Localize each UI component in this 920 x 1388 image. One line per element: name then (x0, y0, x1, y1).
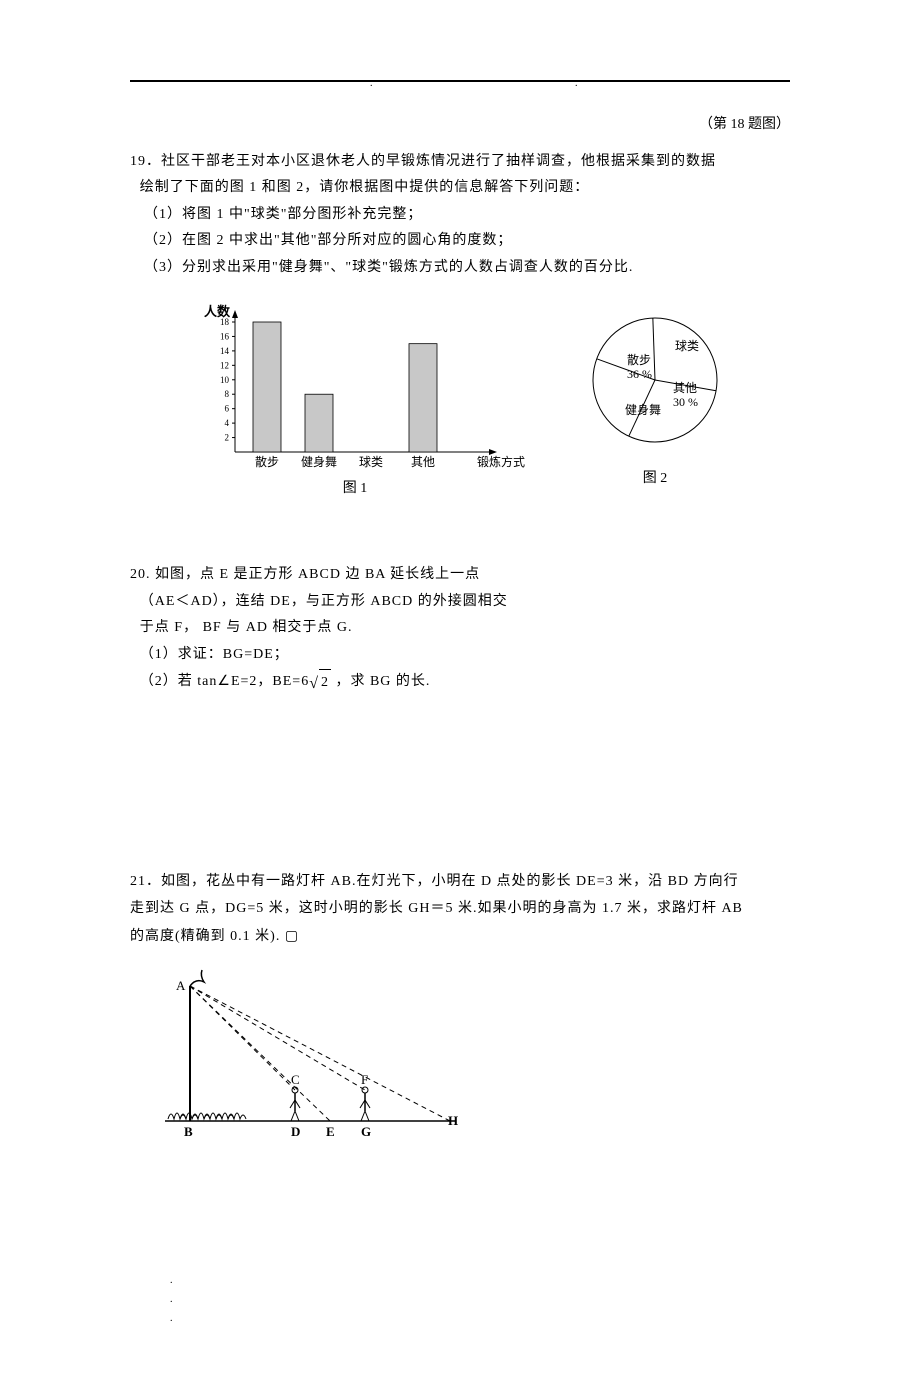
svg-text:F: F (361, 1072, 368, 1087)
footer-dots: . . . (130, 1271, 790, 1328)
q20-sub2: （2）若 tan∠E=2，BE=6√2 ，求 BG 的长. (130, 669, 790, 699)
svg-text:4: 4 (225, 418, 230, 428)
svg-text:C: C (291, 1072, 300, 1087)
q21-line2: 走到达 G 点，DG=5 米，这时小明的影长 GH＝5 米.如果小明的身高为 1… (130, 896, 790, 923)
pie-chart-block: 散步36 % 球类其他30 % 健身舞 图 2 (575, 302, 735, 503)
svg-text:18: 18 (220, 317, 230, 327)
svg-text:8: 8 (225, 389, 230, 399)
sqrt-expression: 6√2 (301, 669, 331, 699)
svg-text:36 %: 36 % (627, 367, 652, 381)
svg-text:锻炼方式: 锻炼方式 (477, 454, 525, 469)
svg-text:健身舞: 健身舞 (625, 402, 661, 417)
bar-chart-block: 人数24681012141618散步健身舞球类其他锻炼方式 图 1 (185, 302, 525, 503)
svg-text:16: 16 (220, 331, 230, 341)
svg-text:10: 10 (220, 374, 230, 384)
q19-stem: 19．社区干部老王对本小区退休老人的早锻炼情况进行了抽样调查，他根据采集到的数据… (130, 149, 790, 282)
svg-text:12: 12 (220, 360, 229, 370)
svg-text:14: 14 (220, 345, 230, 355)
q19-sub2: （2）在图 2 中求出"其他"部分所对应的圆心角的度数； (130, 228, 790, 255)
q20-sub2-prefix: （2）若 tan∠E=2，BE= (140, 674, 301, 689)
svg-text:30 %: 30 % (673, 395, 698, 409)
lamp-svg: A B C D E F G H (150, 961, 470, 1141)
svg-text:A: A (176, 978, 186, 993)
svg-text:球类: 球类 (359, 455, 383, 469)
q21-block: 21．如图，花丛中有一路灯杆 AB.在灯光下，小明在 D 点处的影长 DE=3 … (130, 869, 790, 951)
pie-chart: 散步36 % 球类其他30 % 健身舞 (575, 302, 735, 462)
page-header-rule: . . (130, 80, 790, 82)
svg-text:H: H (448, 1113, 458, 1128)
q19-stem-line1: 社区干部老王对本小区退休老人的早锻炼情况进行了抽样调查，他根据采集到的数据 (161, 154, 716, 169)
svg-text:散步: 散步 (255, 454, 279, 469)
header-dots: . . (370, 74, 678, 93)
svg-text:其他: 其他 (411, 455, 435, 469)
svg-text:D: D (291, 1124, 300, 1139)
q21-line1: 21．如图，花丛中有一路灯杆 AB.在灯光下，小明在 D 点处的影长 DE=3 … (130, 869, 790, 896)
bar-chart: 人数24681012141618散步健身舞球类其他锻炼方式 (185, 302, 525, 472)
radical-sign: √ (309, 669, 319, 699)
svg-text:健身舞: 健身舞 (301, 454, 337, 469)
q19-stem-line2: 绘制了下面的图 1 和图 2，请你根据图中提供的信息解答下列问题： (130, 175, 790, 202)
q20-line1: 20. 如图，点 E 是正方形 ABCD 边 BA 延长线上一点 (130, 562, 790, 589)
svg-text:散步: 散步 (627, 352, 651, 367)
q20-line3: 于点 F， BF 与 AD 相交于点 G. (130, 615, 790, 642)
sqrt-coef: 6 (301, 669, 309, 696)
q20-sub1: （1）求证：BG=DE； (130, 642, 790, 669)
svg-text:6: 6 (225, 403, 230, 413)
bar-chart-caption: 图 1 (185, 476, 525, 503)
q19-sub3: （3）分别求出采用"健身舞"、"球类"锻炼方式的人数占调查人数的百分比. (130, 255, 790, 282)
q20-sub2-suffix: ，求 BG 的长. (331, 674, 430, 689)
svg-text:B: B (184, 1124, 193, 1139)
q21-line3: 的高度(精确到 0.1 米). ▢ (130, 922, 790, 951)
svg-text:其他: 其他 (673, 381, 697, 395)
q19-sub1: （1）将图 1 中"球类"部分图形补充完整； (130, 202, 790, 229)
svg-text:2: 2 (225, 432, 230, 442)
charts-row: 人数24681012141618散步健身舞球类其他锻炼方式 图 1 散步36 %… (130, 302, 790, 503)
lamp-diagram: A B C D E F G H (150, 961, 790, 1152)
svg-text:球类: 球类 (675, 339, 699, 353)
figure-reference: （第 18 题图） (130, 112, 790, 139)
pie-chart-caption: 图 2 (575, 466, 735, 493)
q20-block: 20. 如图，点 E 是正方形 ABCD 边 BA 延长线上一点 （AE＜AD）… (130, 562, 790, 699)
radicand: 2 (319, 669, 331, 697)
svg-text:G: G (361, 1124, 371, 1139)
q20-line2: （AE＜AD），连结 DE，与正方形 ABCD 的外接圆相交 (130, 589, 790, 616)
svg-text:E: E (326, 1124, 335, 1139)
q19-number: 19． (130, 154, 161, 169)
